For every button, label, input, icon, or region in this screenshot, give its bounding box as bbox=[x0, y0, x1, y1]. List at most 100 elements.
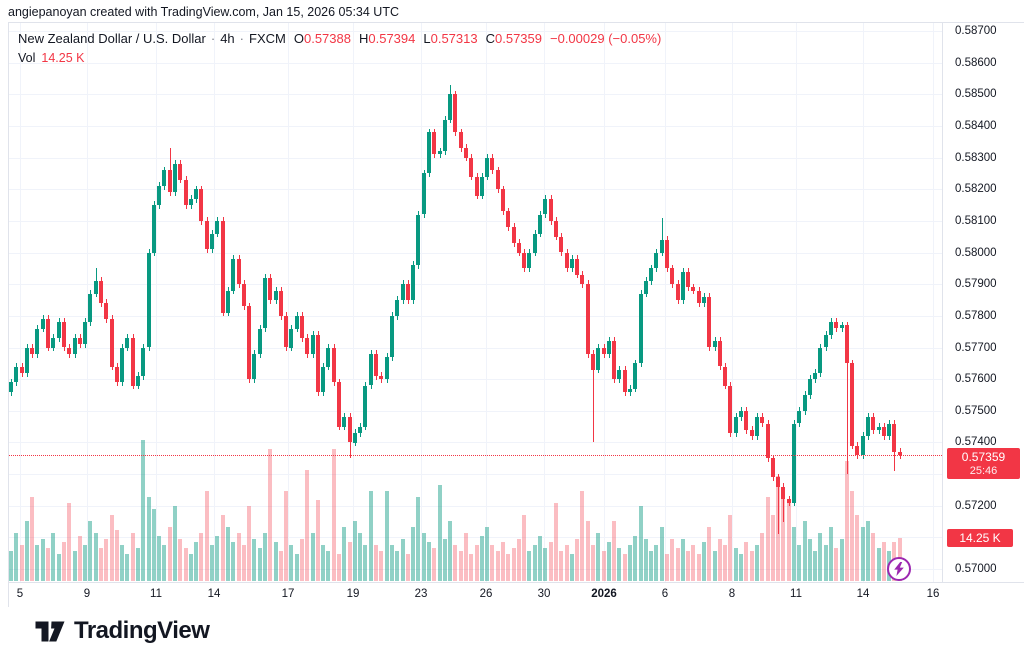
candle bbox=[728, 385, 733, 433]
volume-bar bbox=[754, 545, 759, 581]
volume-bar bbox=[310, 533, 315, 581]
candle bbox=[225, 290, 230, 313]
gridline-horizontal bbox=[9, 442, 942, 444]
volume-bar bbox=[659, 527, 664, 581]
volume-bar bbox=[24, 521, 29, 581]
volume-bar bbox=[183, 548, 188, 581]
volume-bar bbox=[702, 542, 706, 581]
gridline-vertical bbox=[288, 23, 289, 582]
volume-bar bbox=[98, 548, 103, 581]
volume-bar bbox=[575, 539, 579, 581]
symbol-legend[interactable]: New Zealand Dollar / U.S. Dollar · 4h · FXCM… bbox=[18, 31, 661, 46]
volume-bar bbox=[474, 545, 479, 581]
volume-bar bbox=[337, 554, 341, 581]
volume-bar bbox=[162, 545, 167, 581]
time-scale[interactable]: 5 9 11 14 17 19 23 26 30 2026 6 8 11 14 16 bbox=[9, 582, 1024, 607]
time-axis-label: 8 bbox=[728, 588, 736, 600]
footer: TradingView bbox=[0, 607, 1024, 661]
volume-bar bbox=[437, 485, 442, 581]
change-value: −0.00029 (−0.05%) bbox=[550, 31, 662, 46]
last-price-value: 0.57359 bbox=[961, 450, 1006, 464]
candle bbox=[627, 388, 632, 392]
candle bbox=[670, 268, 675, 285]
candle bbox=[850, 363, 855, 446]
volume-bar bbox=[40, 539, 45, 581]
candle bbox=[374, 353, 378, 376]
candle bbox=[421, 173, 426, 215]
candle bbox=[696, 290, 701, 304]
gridline-vertical bbox=[604, 23, 605, 582]
volume-bar bbox=[532, 545, 537, 581]
volume-bar bbox=[299, 539, 304, 581]
gridline-horizontal bbox=[9, 157, 942, 159]
candle bbox=[262, 277, 267, 329]
volume-bar bbox=[622, 554, 627, 581]
boost-button[interactable] bbox=[887, 557, 911, 581]
volume-bar bbox=[273, 542, 278, 581]
time-axis-label: 26 bbox=[479, 588, 493, 600]
volume-bar bbox=[844, 461, 849, 581]
candle bbox=[14, 366, 19, 383]
candle bbox=[686, 271, 691, 288]
volume-bar bbox=[495, 551, 500, 581]
volume-bar bbox=[411, 527, 415, 581]
candle bbox=[104, 303, 109, 319]
volume-bar bbox=[590, 545, 595, 581]
candle bbox=[823, 334, 828, 348]
volume-bar bbox=[802, 521, 807, 581]
gridline-horizontal bbox=[9, 379, 942, 381]
candle bbox=[707, 296, 712, 348]
volume-bar bbox=[257, 548, 262, 581]
volume-bar bbox=[384, 491, 389, 581]
candle bbox=[717, 341, 722, 367]
price-chart-pane[interactable]: New Zealand Dollar / U.S. Dollar · 4h · FXCM… bbox=[9, 23, 942, 582]
volume-bar bbox=[305, 470, 310, 581]
volume-bar bbox=[696, 554, 701, 581]
volume-bar bbox=[781, 491, 786, 581]
candle bbox=[268, 277, 273, 301]
symbol-title: New Zealand Dollar / U.S. Dollar bbox=[18, 31, 206, 46]
volume-bar bbox=[426, 542, 431, 581]
candle bbox=[538, 214, 542, 234]
candle bbox=[506, 211, 511, 228]
volume-bar bbox=[93, 533, 98, 581]
volume-bar bbox=[739, 554, 743, 581]
candle bbox=[395, 300, 400, 316]
volume-bar bbox=[231, 542, 236, 581]
volume-bar bbox=[855, 515, 860, 581]
ohlc-h: H0.57394 bbox=[358, 31, 416, 46]
volume-bar bbox=[670, 539, 675, 581]
candle bbox=[448, 94, 453, 120]
volume-bar bbox=[511, 548, 516, 581]
candle bbox=[247, 306, 252, 380]
candle bbox=[633, 363, 638, 389]
candle bbox=[326, 347, 331, 367]
candle bbox=[35, 328, 40, 354]
volume-bar bbox=[331, 449, 336, 581]
candle bbox=[585, 284, 590, 354]
volume-bar bbox=[220, 515, 225, 581]
volume-legend[interactable]: Vol 14.25 K bbox=[18, 51, 84, 65]
volume-bar bbox=[871, 533, 876, 581]
volume-bar bbox=[649, 551, 654, 581]
candle bbox=[72, 338, 77, 354]
candle bbox=[829, 322, 833, 335]
time-axis-label: 19 bbox=[346, 588, 360, 600]
candle-wick bbox=[592, 350, 594, 443]
volume-bar bbox=[850, 491, 855, 581]
price-scale[interactable]: 0.57359 25:46 14.25 K 0.58700 0.58600 0.58… bbox=[942, 23, 1024, 582]
legend-separator: · bbox=[210, 31, 216, 46]
gridline-vertical bbox=[732, 23, 733, 582]
volume-bar bbox=[665, 554, 669, 581]
volume-bar bbox=[829, 527, 833, 581]
candle bbox=[56, 322, 61, 338]
volume-bar bbox=[686, 551, 691, 581]
volume-bar bbox=[776, 476, 780, 581]
gridline-horizontal bbox=[9, 126, 942, 127]
tradingview-logo[interactable]: TradingView bbox=[35, 617, 210, 645]
candle-wick bbox=[778, 473, 779, 535]
candle bbox=[194, 189, 199, 199]
candle bbox=[162, 170, 167, 187]
candle bbox=[691, 287, 696, 291]
volume-bar bbox=[30, 497, 35, 581]
